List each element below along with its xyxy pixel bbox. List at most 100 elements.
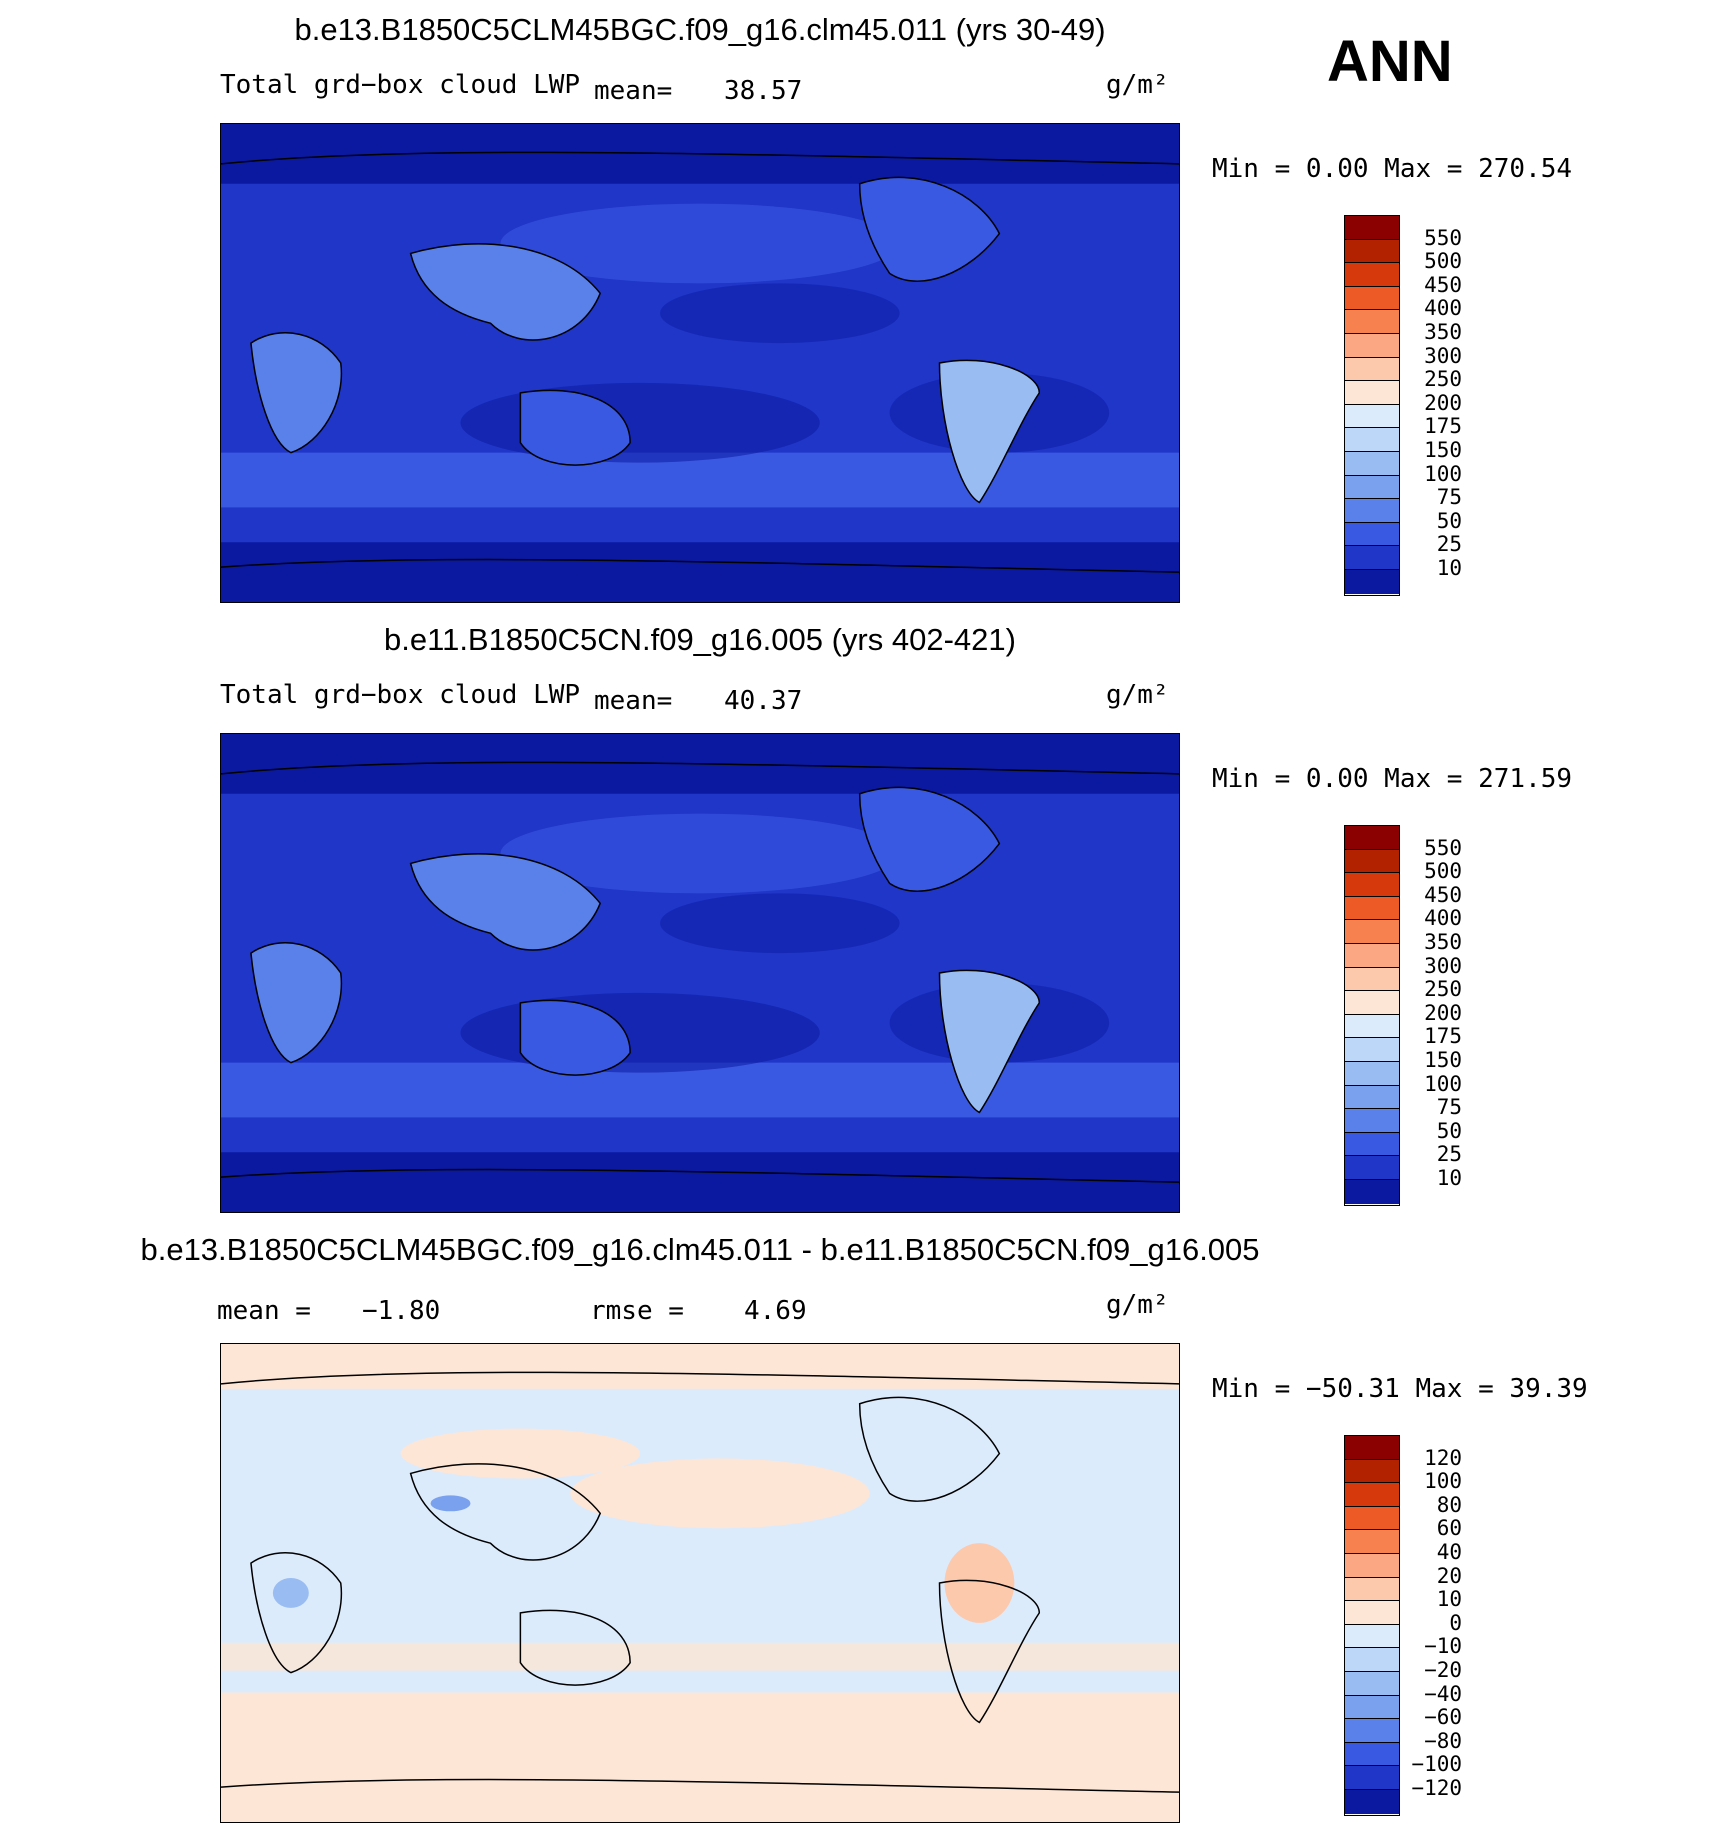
colorbar-swatch: [1345, 1648, 1399, 1672]
panel-1-map: [220, 123, 1180, 603]
colorbar-tick-label: −80: [1424, 1728, 1462, 1753]
colorbar-swatch: [1345, 216, 1399, 240]
colorbar-tick-label: 100: [1424, 461, 1462, 486]
colorbar-swatch: [1345, 1719, 1399, 1743]
colorbar-swatch: [1345, 1742, 1399, 1767]
colorbar-swatch: [1345, 428, 1399, 452]
colorbar-swatch: [1345, 1014, 1399, 1039]
colorbar-tick-label: 200: [1424, 1000, 1462, 1025]
panel-1-title: b.e13.B1850C5CLM45BGC.f09_g16.clm45.011 …: [294, 12, 1106, 47]
colorbar-swatch: [1345, 1624, 1399, 1649]
colorbar-tick-label: −40: [1424, 1681, 1462, 1706]
panel-2-title: b.e11.B1850C5CN.f09_g16.005 (yrs 402-421…: [384, 622, 1016, 657]
colorbar-swatch: [1345, 967, 1399, 992]
colorbar-tick-label: 450: [1424, 882, 1462, 907]
colorbar-tick-label: 100: [1424, 1071, 1462, 1096]
colorbar-tick-label: 300: [1424, 953, 1462, 978]
colorbar-swatch: [1345, 451, 1399, 476]
colorbar-swatch: [1345, 475, 1399, 500]
panel-2-minmax: Min = 0.00 Max = 271.59: [1212, 764, 1573, 794]
colorbar-tick-label: 75: [1436, 1095, 1462, 1120]
colorbar-tick-label: 150: [1424, 1048, 1462, 1072]
colorbar-tick-label: 175: [1424, 1024, 1462, 1049]
panel-1-mean-value: 38.57: [724, 76, 803, 106]
panel-1-units: g/m²: [1106, 70, 1169, 100]
colorbar-swatch: [1345, 873, 1399, 897]
panel-3-mean-label: mean =: [217, 1296, 311, 1326]
panel-3-units: g/m²: [1106, 1290, 1169, 1320]
panel-1-minmax: Min = 0.00 Max = 270.54: [1212, 154, 1573, 184]
colorbar-swatch: [1345, 1530, 1399, 1554]
colorbar-tick-label: 50: [1436, 1118, 1462, 1143]
panel-1-variable: Total grd−box cloud LWP: [220, 70, 581, 100]
panel-2-colorbar: [1344, 825, 1400, 1206]
colorbar-tick-label: 50: [1436, 508, 1462, 533]
colorbar-swatch: [1345, 896, 1399, 921]
colorbar-swatch: [1345, 1671, 1399, 1696]
colorbar-tick-label: 400: [1424, 296, 1462, 321]
colorbar-tick-label: 25: [1436, 532, 1462, 557]
colorbar-tick-label: −100: [1411, 1752, 1462, 1777]
colorbar-tick-label: 550: [1424, 225, 1462, 250]
colorbar-swatch: [1345, 1766, 1399, 1790]
colorbar-tick-label: 25: [1436, 1142, 1462, 1167]
colorbar-tick-label: 0: [1449, 1610, 1462, 1635]
colorbar-swatch: [1345, 991, 1399, 1015]
colorbar-tick-label: 500: [1424, 249, 1462, 274]
panel-3-rmse-label: rmse =: [590, 1296, 684, 1326]
colorbar-swatch: [1345, 1156, 1399, 1180]
colorbar-tick-label: 300: [1424, 343, 1462, 368]
colorbar-swatch: [1345, 1132, 1399, 1157]
colorbar-swatch: [1345, 943, 1399, 968]
panel-2-map: [220, 733, 1180, 1213]
colorbar-swatch: [1345, 569, 1399, 594]
colorbar-swatch: [1345, 381, 1399, 405]
colorbar-swatch: [1345, 1553, 1399, 1578]
colorbar-swatch: [1345, 499, 1399, 523]
panel-3-rmse-value: 4.69: [744, 1296, 807, 1326]
colorbar-swatch: [1345, 239, 1399, 264]
panel-1-mean-label: mean=: [594, 76, 673, 106]
colorbar-tick-label: 500: [1424, 859, 1462, 884]
colorbar-swatch: [1345, 263, 1399, 287]
colorbar-swatch: [1345, 1506, 1399, 1531]
panel-1-map-svg: [221, 124, 1179, 602]
colorbar-tick-label: 10: [1436, 1587, 1462, 1612]
colorbar-tick-label: 250: [1424, 977, 1462, 1002]
colorbar-swatch: [1345, 1085, 1399, 1110]
colorbar-tick-label: 350: [1424, 320, 1462, 344]
colorbar-tick-label: 60: [1436, 1516, 1462, 1541]
colorbar-tick-label: 550: [1424, 835, 1462, 860]
panel-2-mean-label: mean=: [594, 686, 673, 716]
colorbar-swatch: [1345, 1459, 1399, 1484]
colorbar-tick-label: −60: [1424, 1705, 1462, 1730]
colorbar-tick-label: −10: [1424, 1634, 1462, 1659]
panel-3-minmax: Min = −50.31 Max = 39.39: [1212, 1374, 1588, 1404]
panel-3-map-svg: [221, 1344, 1179, 1822]
colorbar-tick-label: 400: [1424, 906, 1462, 931]
colorbar-tick-label: −20: [1424, 1658, 1462, 1682]
colorbar-tick-label: −120: [1411, 1776, 1462, 1800]
colorbar-swatch: [1345, 1061, 1399, 1086]
panel-3-colorbar: [1344, 1435, 1400, 1816]
colorbar-tick-label: 175: [1424, 414, 1462, 439]
colorbar-tick-label: 120: [1424, 1445, 1462, 1470]
colorbar-swatch: [1345, 1789, 1399, 1814]
colorbar-tick-label: 75: [1436, 485, 1462, 510]
colorbar-tick-label: 80: [1436, 1492, 1462, 1517]
panel-2-mean-value: 40.37: [724, 686, 803, 716]
colorbar-tick-label: 250: [1424, 367, 1462, 392]
colorbar-tick-label: 450: [1424, 272, 1462, 297]
colorbar-swatch: [1345, 849, 1399, 874]
colorbar-swatch: [1345, 333, 1399, 358]
colorbar-tick-label: 20: [1436, 1563, 1462, 1588]
colorbar-swatch: [1345, 1436, 1399, 1460]
colorbar-swatch: [1345, 826, 1399, 850]
colorbar-swatch: [1345, 1179, 1399, 1204]
colorbar-swatch: [1345, 920, 1399, 944]
colorbar-tick-label: 10: [1436, 556, 1462, 580]
panel-3-map: [220, 1343, 1180, 1823]
colorbar-tick-label: 350: [1424, 930, 1462, 954]
colorbar-tick-label: 10: [1436, 1166, 1462, 1190]
panel-2-units: g/m²: [1106, 680, 1169, 710]
